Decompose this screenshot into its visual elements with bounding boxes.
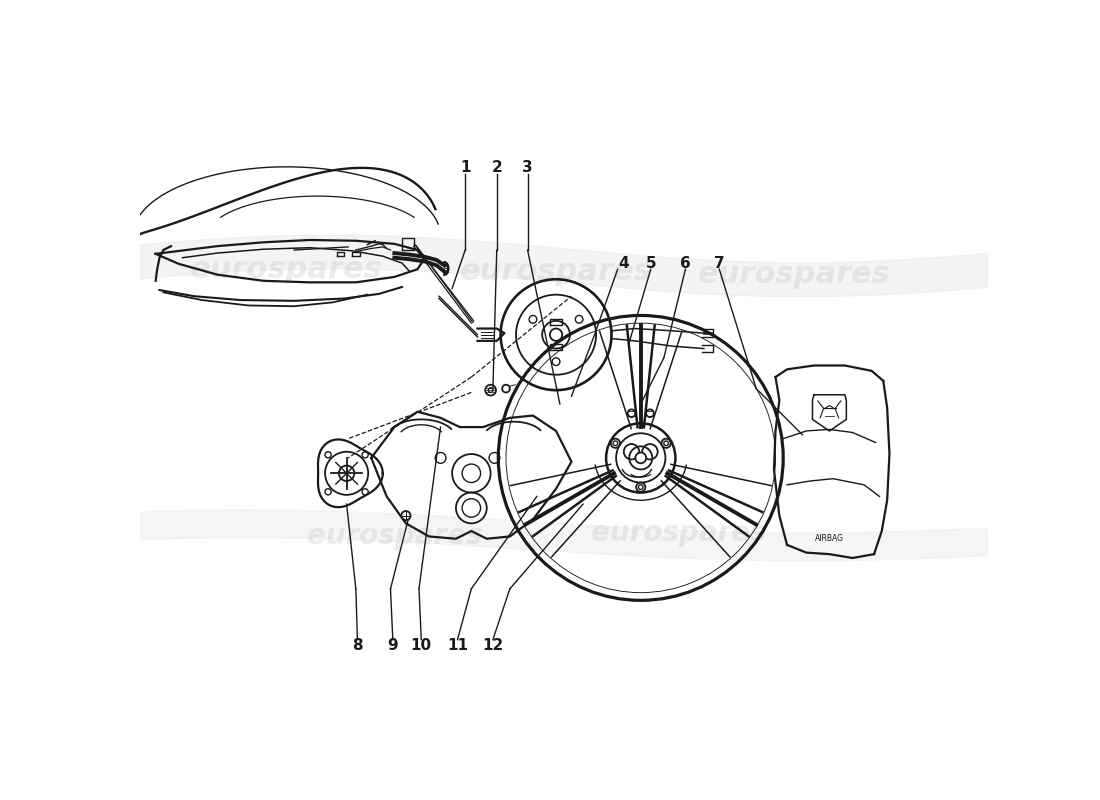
Text: 7: 7 (714, 256, 725, 271)
Text: eurospares: eurospares (460, 257, 652, 286)
Text: 8: 8 (352, 638, 363, 654)
Text: 2: 2 (492, 160, 502, 175)
Text: 1: 1 (460, 160, 471, 175)
Text: 4: 4 (618, 256, 629, 271)
Text: 9: 9 (387, 638, 398, 654)
Text: 3: 3 (522, 160, 532, 175)
Text: eurospares: eurospares (592, 519, 767, 547)
Text: 5: 5 (646, 256, 656, 271)
Text: eurospares: eurospares (698, 260, 891, 289)
Text: 10: 10 (410, 638, 432, 654)
Text: eurospares: eurospares (190, 254, 383, 284)
Text: eurospares: eurospares (307, 522, 482, 550)
Text: 11: 11 (447, 638, 468, 654)
Text: AIRBAG: AIRBAG (815, 534, 844, 543)
Text: 12: 12 (482, 638, 504, 654)
Text: 6: 6 (680, 256, 691, 271)
Circle shape (636, 453, 646, 463)
